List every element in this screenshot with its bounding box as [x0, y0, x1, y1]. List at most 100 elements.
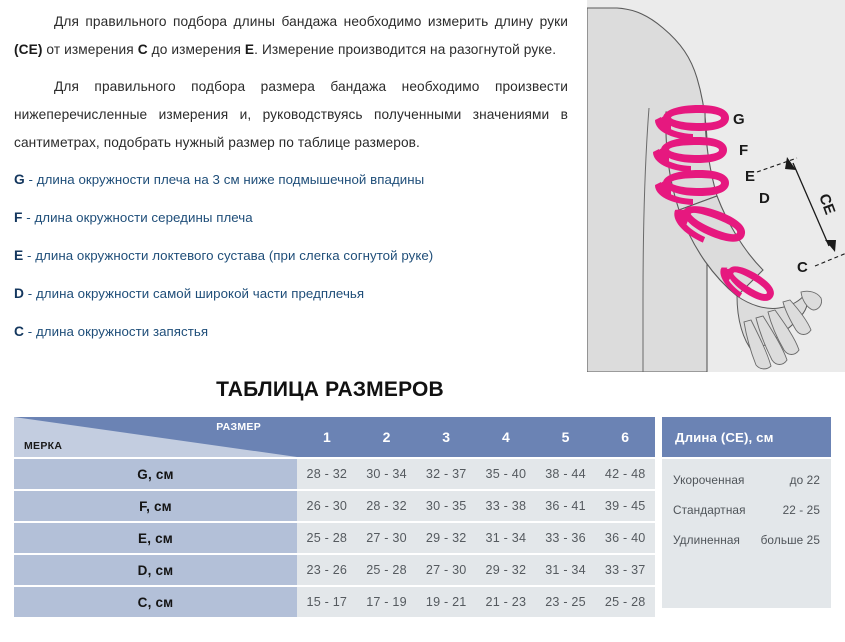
cell-e-2: 27 - 30 [366, 531, 407, 545]
size-column-header-6: 6 [621, 429, 630, 445]
page-title: ТАБЛИЦА РАЗМЕРОВ [216, 378, 444, 401]
paragraph-1-mid1: от измерения [42, 42, 138, 57]
cell-g-1: 28 - 32 [306, 467, 348, 481]
legend-key-d: D [14, 286, 25, 301]
cell-g-3: 32 - 37 [425, 467, 467, 481]
cell-g-5: 38 - 44 [545, 467, 586, 481]
extension-line-e [756, 157, 798, 173]
row-label-d: D, см [14, 555, 297, 585]
length-table: Длина (CE), см Укороченная до 22 Стандар… [662, 417, 831, 608]
legend-item-e: E - длина окружности локтевого сустава (… [14, 247, 568, 265]
legend-key-f: F [14, 210, 23, 225]
legend-item-c: C - длина окружности запястья [14, 323, 568, 341]
illustration-label-f: F [739, 142, 748, 159]
cell-e-5: 33 - 36 [545, 531, 586, 545]
cell-e-4: 31 - 34 [485, 531, 527, 545]
cell-c-6: 25 - 28 [604, 595, 646, 609]
illustration-label-d: D [759, 190, 770, 207]
cell-c-2: 17 - 19 [366, 595, 407, 609]
cell-e-1: 25 - 28 [306, 531, 348, 545]
measurement-legend: G - длина окружности плеча на 3 см ниже … [14, 171, 568, 341]
measurement-arrow-c [720, 266, 774, 301]
size-table: МЕРКА РАЗМЕР 1 2 3 4 5 6 G, см 28 - 32 3… [14, 417, 655, 617]
extension-line-c [814, 253, 845, 267]
ce-dimension-arrow [785, 157, 836, 252]
length-value-extended: больше 25 [760, 533, 820, 547]
measurement-arrow-e [655, 170, 729, 205]
measurement-arrow-f [653, 137, 727, 172]
legend-text-d: - длина окружности самой широкой части п… [27, 286, 365, 301]
length-row-shortened: Укороченная до 22 [673, 473, 820, 487]
illustration-label-c: C [797, 259, 808, 276]
size-column-header-4: 4 [501, 429, 510, 445]
size-table-corner-cell: МЕРКА РАЗМЕР [14, 417, 297, 457]
table-row: D, см 23 - 26 25 - 28 27 - 30 29 - 32 31… [14, 555, 655, 585]
ce-dimension-label: CE [815, 192, 838, 217]
length-name-standard: Стандартная [673, 503, 746, 517]
paragraph-1-mid2: до измерения [147, 42, 245, 57]
length-table-header: Длина (CE), см [662, 417, 831, 457]
row-label-e: E, см [14, 523, 297, 553]
illustration-label-g: G [733, 111, 745, 128]
length-value-shortened: до 22 [789, 473, 820, 487]
paragraph-1-bold-ce: (CE) [14, 42, 43, 57]
corner-label-measure: МЕРКА [24, 440, 63, 452]
cell-d-6: 33 - 37 [604, 563, 646, 577]
cell-g-2: 30 - 34 [366, 467, 407, 481]
cell-f-1: 26 - 30 [306, 499, 348, 513]
hand-fingers [743, 290, 822, 370]
cell-f-5: 36 - 41 [545, 499, 586, 513]
cell-d-4: 29 - 32 [485, 563, 527, 577]
cell-f-2: 28 - 32 [366, 499, 407, 513]
legend-text-e: - длина окружности локтевого сустава (пр… [27, 248, 434, 263]
cell-g-6: 42 - 48 [604, 467, 646, 481]
arm-measurement-illustration: G F E D C CE [587, 0, 845, 372]
row-label-f: F, см [14, 491, 297, 521]
measurement-arrow-d [674, 206, 746, 243]
cell-c-5: 23 - 25 [545, 595, 586, 609]
cell-d-2: 25 - 28 [366, 563, 407, 577]
paragraph-1-bold-e: E [244, 42, 255, 57]
illustration-label-e: E [745, 168, 755, 185]
legend-key-g: G [14, 172, 25, 187]
paragraph-size-instruction: Для правильного подбора размера бандажа … [14, 79, 568, 150]
cell-d-1: 23 - 26 [306, 563, 348, 577]
cell-e-6: 36 - 40 [604, 531, 646, 545]
legend-text-g: - длина окружности плеча на 3 см ниже по… [28, 172, 425, 187]
cell-f-4: 33 - 38 [485, 499, 527, 513]
cell-f-3: 30 - 35 [425, 499, 467, 513]
legend-item-g: G - длина окружности плеча на 3 см ниже … [14, 171, 568, 189]
length-name-shortened: Укороченная [673, 473, 745, 487]
paragraph-length-instruction: Для правильного подбора длины бандажа не… [14, 8, 568, 64]
legend-item-f: F - длина окружности середины плеча [14, 209, 568, 227]
cell-c-4: 21 - 23 [485, 595, 527, 609]
size-column-header-5: 5 [561, 429, 570, 445]
cell-g-4: 35 - 40 [485, 467, 527, 481]
corner-label-size: РАЗМЕР [216, 421, 261, 433]
table-row: E, см 25 - 28 27 - 30 29 - 32 31 - 34 33… [14, 523, 655, 553]
row-label-g: G, см [14, 459, 297, 489]
length-row-extended: Удлиненная больше 25 [673, 533, 820, 547]
length-table-body: Укороченная до 22 Стандартная 22 - 25 Уд… [662, 459, 831, 608]
cell-f-6: 39 - 45 [604, 499, 646, 513]
size-table-header-row: МЕРКА РАЗМЕР 1 2 3 4 5 6 [14, 417, 655, 457]
length-row-standard: Стандартная 22 - 25 [673, 503, 820, 517]
table-row: G, см 28 - 32 30 - 34 32 - 37 35 - 40 38… [14, 459, 655, 489]
torso-side-edge [642, 107, 650, 372]
cell-d-3: 27 - 30 [425, 563, 467, 577]
table-row: F, см 26 - 30 28 - 32 30 - 35 33 - 38 36… [14, 491, 655, 521]
paragraph-1-lead: Для правильного подбора длины бандажа не… [54, 14, 568, 29]
table-row: C, см 15 - 17 17 - 19 19 - 21 21 - 23 23… [14, 587, 655, 617]
cell-c-3: 19 - 21 [425, 595, 467, 609]
paragraph-1-bold-c: C [137, 42, 148, 57]
size-column-header-3: 3 [442, 429, 451, 445]
legend-item-d: D - длина окружности самой широкой части… [14, 285, 568, 303]
legend-text-c: - длина окружности запястья [27, 324, 209, 339]
length-value-standard: 22 - 25 [782, 503, 820, 517]
legend-key-e: E [14, 248, 24, 263]
legend-text-f: - длина окружности середины плеча [26, 210, 253, 225]
size-column-header-2: 2 [382, 429, 391, 445]
row-label-c: C, см [14, 587, 297, 617]
cell-e-3: 29 - 32 [425, 531, 467, 545]
cell-d-5: 31 - 34 [545, 563, 586, 577]
